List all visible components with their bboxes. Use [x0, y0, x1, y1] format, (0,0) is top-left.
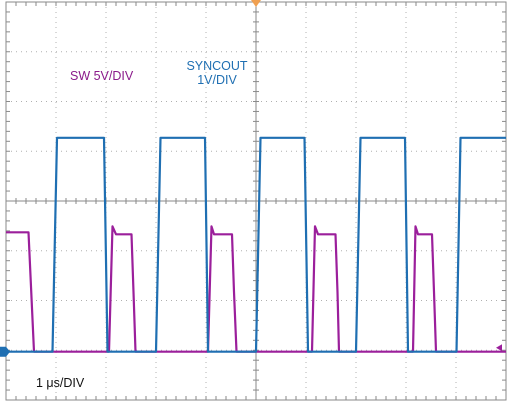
channel-ground-marker — [0, 346, 10, 357]
trigger-position-marker — [251, 0, 261, 7]
markers — [0, 0, 502, 357]
syncout-scale-label: 1V/DIV — [197, 73, 237, 87]
syncout-label: SYNCOUT 1V/DIV — [178, 59, 256, 87]
syncout-name-label: SYNCOUT — [186, 59, 248, 73]
sw-trace — [6, 225, 507, 353]
trigger-level-marker — [496, 344, 502, 352]
sw-scale-label: SW 5V/DIV — [70, 69, 134, 83]
timebase-label: 1 μs/DIV — [36, 376, 85, 390]
traces — [6, 136, 507, 353]
syncout-trace — [6, 136, 506, 353]
